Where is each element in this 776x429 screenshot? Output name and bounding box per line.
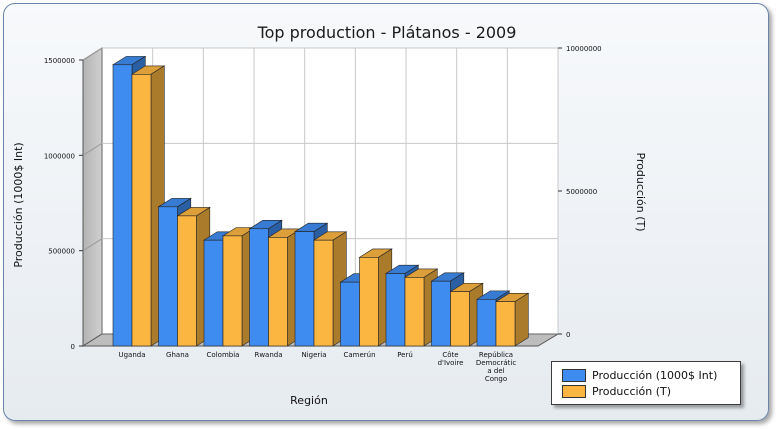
- y-tick-label-right: 10000000: [566, 45, 602, 53]
- y-tick-label-right: 0: [566, 331, 570, 339]
- x-tick-label: Camerún: [343, 351, 375, 359]
- bar-series-2: [177, 215, 197, 347]
- gridline-wall: [82, 238, 103, 252]
- y-axis-label-right: Producción (T): [634, 152, 647, 231]
- x-tick-label: Colombia: [207, 351, 240, 359]
- legend-swatch-series-1: [562, 368, 586, 382]
- legend-item-series-2: Producción (T): [562, 384, 671, 398]
- bar-series-2: [495, 301, 516, 347]
- x-axis-label: Región: [290, 394, 328, 407]
- side-wall: [82, 47, 103, 347]
- bar-series-1: [158, 206, 178, 347]
- bar-series-1: [476, 298, 497, 347]
- y-axis-label-left: Producción (1000$ Int): [12, 142, 25, 267]
- bar-series-1: [294, 231, 315, 347]
- bar-series-2: [404, 277, 425, 347]
- gridline-wall: [82, 142, 103, 156]
- bar-series-1: [112, 64, 133, 347]
- bar-series-2: [313, 239, 334, 347]
- x-tick-label: Côte d'Ivoire: [438, 351, 464, 367]
- bar-side-2: [514, 292, 529, 347]
- legend: Producción (1000$ Int) Producción (T): [551, 361, 741, 405]
- x-tick-label: República Democrátic a del Congo: [476, 351, 517, 383]
- bar-series-1: [203, 239, 224, 347]
- legend-label-series-1: Producción (1000$ Int): [592, 368, 718, 382]
- legend-item-series-1: Producción (1000$ Int): [562, 368, 717, 382]
- y-tick-label-left: 0: [71, 343, 75, 351]
- bar-series-1: [385, 273, 406, 347]
- legend-label-series-2: Producción (T): [592, 384, 672, 398]
- bar-series-2: [450, 291, 470, 347]
- gridline-wall: [82, 47, 103, 61]
- y-tick-label-left: 1500000: [44, 57, 75, 65]
- bar-series-1: [431, 280, 451, 347]
- y-tick-label-right: 5000000: [566, 188, 597, 196]
- bar-series-2: [359, 257, 379, 347]
- x-tick-label: Uganda: [118, 351, 145, 359]
- legend-swatch-series-2: [562, 384, 586, 398]
- bar-series-2: [268, 237, 288, 347]
- y-tick-label-left: 1000000: [44, 152, 75, 160]
- bar-series-2: [222, 235, 243, 347]
- bar-series-1: [249, 228, 269, 347]
- bar-series-2: [131, 74, 152, 347]
- x-tick-label: Ghana: [166, 351, 189, 359]
- y-tick-label-left: 500000: [48, 248, 75, 256]
- x-tick-label: Nigeria: [301, 351, 326, 359]
- x-tick-label: Perú: [397, 351, 413, 359]
- bar-series-1: [340, 281, 360, 347]
- x-tick-label: Rwanda: [254, 351, 282, 359]
- chart-title: Top production - Plátanos - 2009: [257, 23, 517, 42]
